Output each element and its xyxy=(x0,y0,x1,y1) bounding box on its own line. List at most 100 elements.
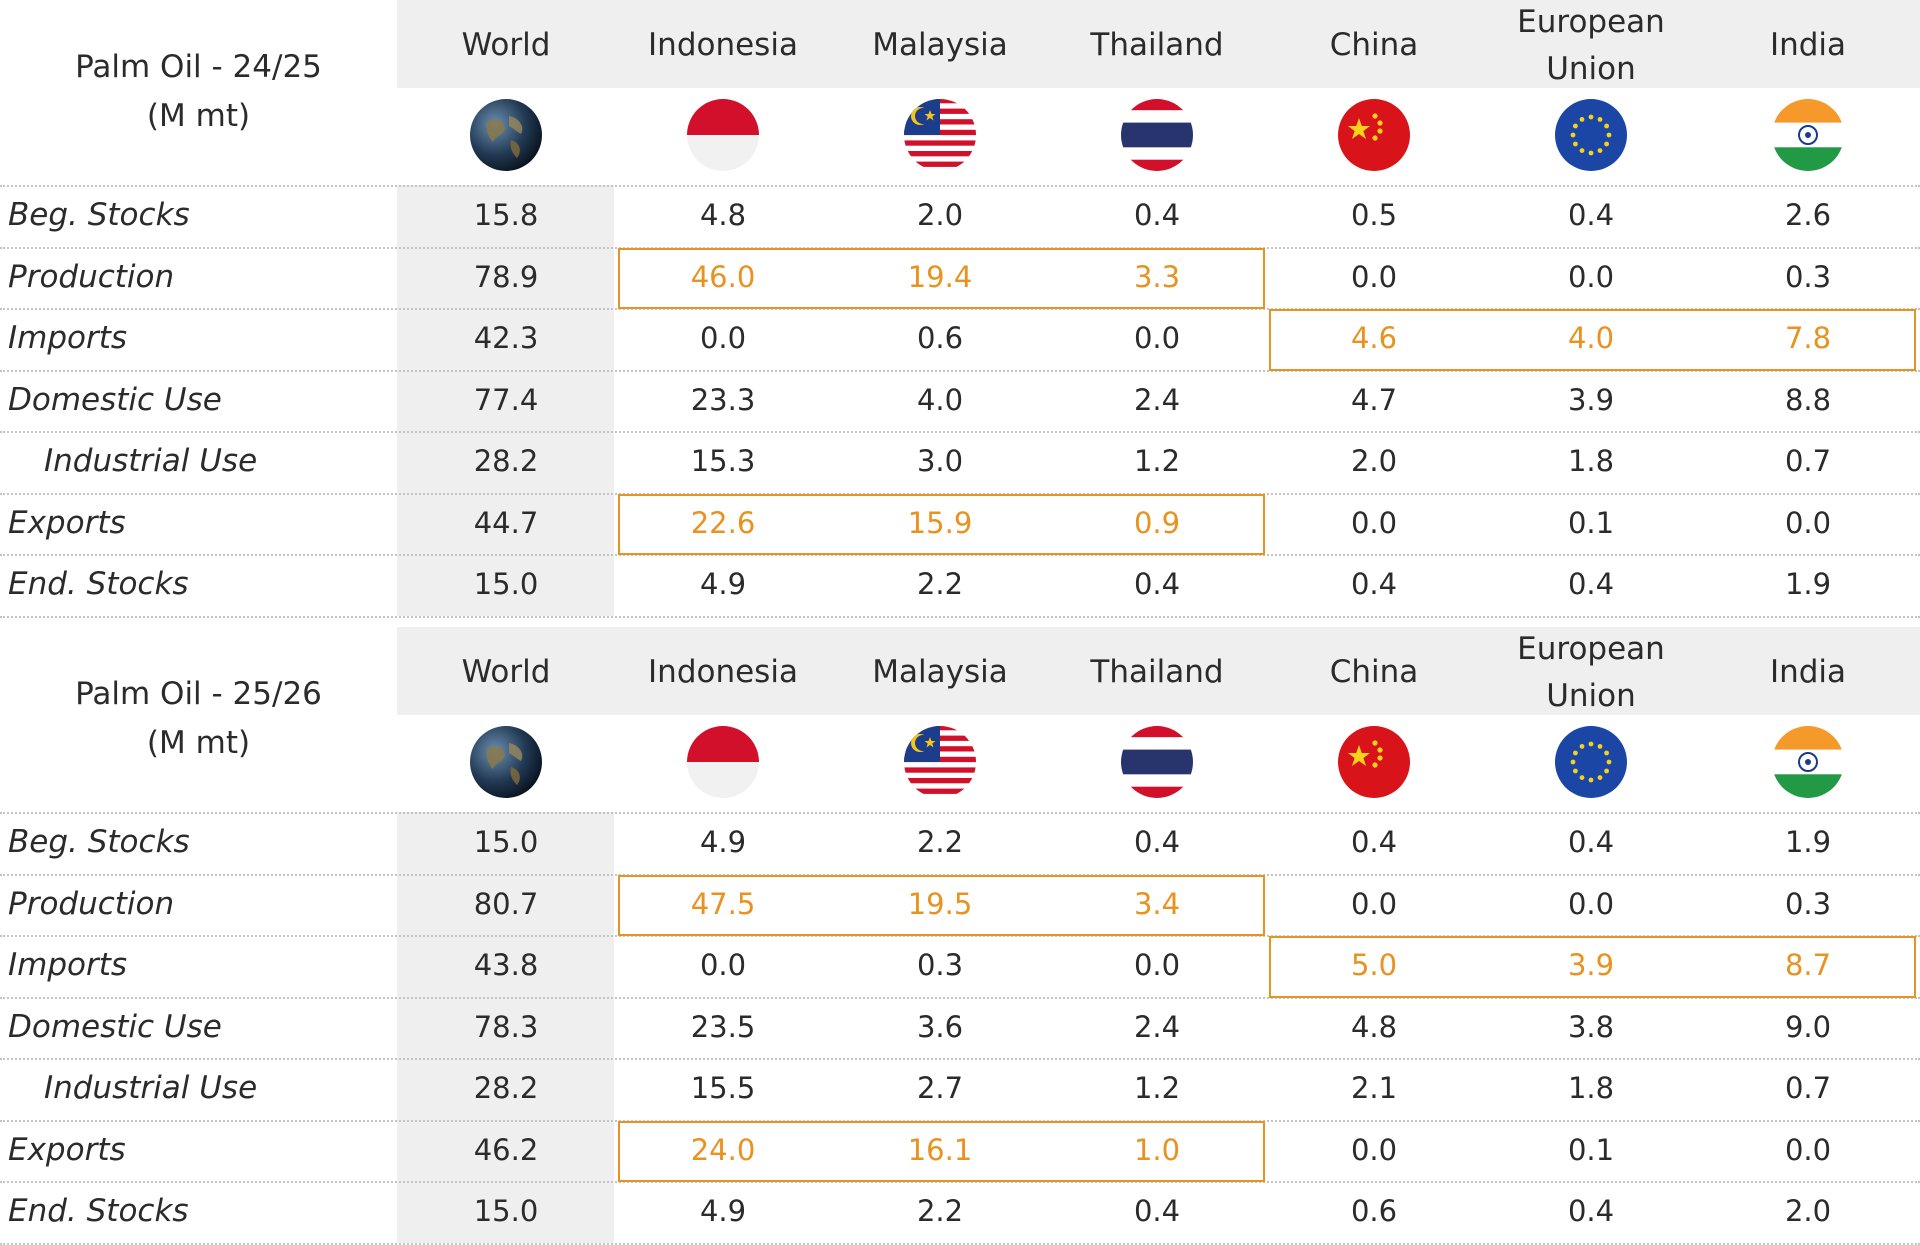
table-cell: 4.8 xyxy=(699,198,747,232)
table-cell: 0.1 xyxy=(1567,1132,1615,1167)
table-unit: (M mt) xyxy=(146,98,251,134)
row-divider xyxy=(0,1058,1920,1060)
table-cell: 24.0 xyxy=(690,1132,756,1167)
table-cell: 3.4 xyxy=(1133,886,1181,921)
table-cell: 4.8 xyxy=(1350,1009,1398,1044)
table-cell: 2.0 xyxy=(1350,444,1398,478)
table-cell: 46.0 xyxy=(690,259,756,294)
table-cell: 16.1 xyxy=(907,1132,973,1167)
table-cell: 0.0 xyxy=(699,948,747,982)
row-label: Industrial Use xyxy=(44,1070,258,1106)
table-cell: 0.4 xyxy=(1350,567,1398,601)
table-cell: 0.0 xyxy=(1567,259,1615,294)
table-cell: 0.4 xyxy=(1567,198,1615,232)
row-label: Beg. Stocks xyxy=(8,824,190,860)
column-header: China xyxy=(1329,27,1419,63)
table-cell: 0.0 xyxy=(1350,1132,1398,1167)
row-divider xyxy=(0,996,1920,999)
table-cell: 78.3 xyxy=(473,1009,539,1044)
column-header-line2: Union xyxy=(1546,51,1636,87)
table-cell: 2.0 xyxy=(1784,1194,1832,1228)
table-cell: 15.9 xyxy=(907,505,973,540)
table-cell: 19.4 xyxy=(907,259,973,294)
globe-icon xyxy=(469,98,543,172)
table-cell: 3.6 xyxy=(916,1009,964,1044)
column-header: European xyxy=(1517,4,1665,40)
row-label: Imports xyxy=(8,947,128,983)
table-cell: 8.7 xyxy=(1784,948,1832,982)
table-cell: 2.2 xyxy=(916,1194,964,1228)
globe-icon xyxy=(469,725,543,799)
table-cell: 47.5 xyxy=(690,886,756,921)
table-cell: 2.2 xyxy=(916,825,964,859)
eu-flag-icon xyxy=(1554,98,1628,172)
table-cell: 0.4 xyxy=(1567,567,1615,601)
table-cell: 15.5 xyxy=(690,1071,756,1105)
table-cell: 15.8 xyxy=(473,198,539,232)
table-cell: 0.4 xyxy=(1133,567,1181,601)
table-cell: 0.7 xyxy=(1784,444,1832,478)
table-unit: (M mt) xyxy=(146,725,251,761)
highlight-box xyxy=(1269,936,1916,998)
table-title: Palm Oil - 25/26 xyxy=(75,676,322,712)
table-cell: 0.0 xyxy=(1784,1132,1832,1167)
row-label: End. Stocks xyxy=(8,566,189,602)
row-divider xyxy=(0,185,1920,187)
table-cell: 2.1 xyxy=(1350,1071,1398,1105)
thailand-flag-icon xyxy=(1120,98,1194,172)
world-column-band xyxy=(397,812,614,1243)
table-cell: 15.0 xyxy=(473,567,539,601)
table-cell: 28.2 xyxy=(473,1071,539,1105)
table-cell: 80.7 xyxy=(473,886,539,921)
table-cell: 4.0 xyxy=(916,382,964,417)
table-cell: 0.4 xyxy=(1133,1194,1181,1228)
table-cell: 0.1 xyxy=(1567,505,1615,540)
table-cell: 23.5 xyxy=(690,1009,756,1044)
row-divider xyxy=(0,812,1920,814)
header-band xyxy=(397,0,1920,88)
table-cell: 15.0 xyxy=(473,825,539,859)
china-flag-icon xyxy=(1337,725,1411,799)
eu-flag-icon xyxy=(1554,725,1628,799)
table-cell: 0.6 xyxy=(916,321,964,355)
table-cell: 2.6 xyxy=(1784,198,1832,232)
table-cell: 3.8 xyxy=(1567,1009,1615,1044)
column-header: World xyxy=(461,654,551,690)
row-label: Domestic Use xyxy=(8,1008,222,1045)
table-cell: 5.0 xyxy=(1350,948,1398,982)
column-header: World xyxy=(461,27,551,63)
table-cell: 42.3 xyxy=(473,321,539,355)
row-divider xyxy=(0,935,1920,937)
row-divider xyxy=(0,1242,1920,1245)
highlight-box xyxy=(618,874,1265,936)
table-cell: 3.9 xyxy=(1567,948,1615,982)
table-cell: 0.7 xyxy=(1784,1071,1832,1105)
table-title: Palm Oil - 24/25 xyxy=(75,49,322,85)
table-cell: 2.7 xyxy=(916,1071,964,1105)
table-cell: 46.2 xyxy=(473,1132,539,1167)
column-header-line2: Union xyxy=(1546,678,1636,714)
table-cell: 78.9 xyxy=(473,259,539,294)
table-cell: 8.8 xyxy=(1784,382,1832,417)
row-divider xyxy=(0,308,1920,310)
indonesia-flag-icon xyxy=(686,725,760,799)
table-cell: 4.9 xyxy=(699,567,747,601)
table-cell: 1.8 xyxy=(1567,1071,1615,1105)
thailand-flag-icon xyxy=(1120,725,1194,799)
table-cell: 2.0 xyxy=(916,198,964,232)
highlight-box xyxy=(618,493,1265,555)
table-cell: 44.7 xyxy=(473,505,539,540)
table-cell: 4.9 xyxy=(699,825,747,859)
row-divider xyxy=(0,369,1920,372)
column-header: India xyxy=(1769,27,1847,63)
column-header: European xyxy=(1517,631,1665,667)
table-cell: 0.4 xyxy=(1133,825,1181,859)
table-cell: 0.0 xyxy=(1133,948,1181,982)
table-cell: 1.2 xyxy=(1133,444,1181,478)
row-label: Production xyxy=(8,885,175,922)
row-divider xyxy=(0,431,1920,433)
row-divider xyxy=(0,615,1920,618)
table-cell: 43.8 xyxy=(473,948,539,982)
table-cell: 0.0 xyxy=(699,321,747,355)
column-header: India xyxy=(1769,654,1847,690)
